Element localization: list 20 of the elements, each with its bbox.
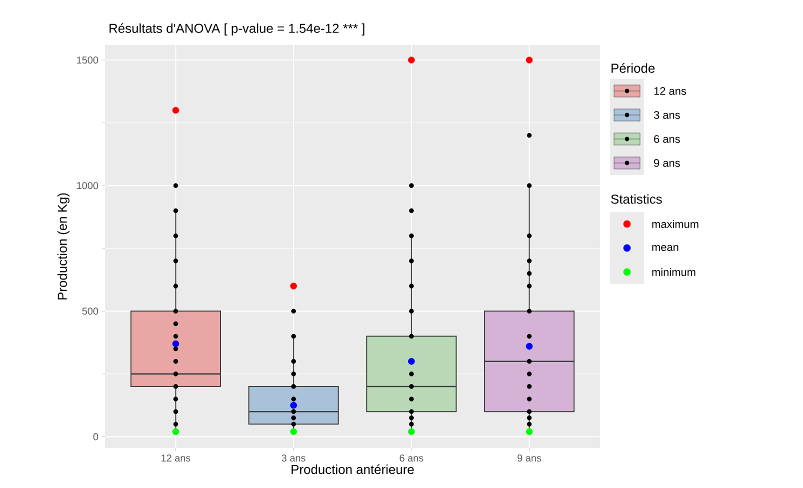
legend-title: Période — [612, 63, 655, 73]
category-label: 3 ans — [654, 111, 680, 119]
x-axis-title: Production antérieure — [292, 464, 414, 474]
category-label: 12 ans — [654, 87, 686, 95]
y-tick-label: 1500 — [77, 56, 98, 64]
chart-title: Résultats d'ANOVA [ p-value = 1.54e-12 *** ] — [110, 23, 364, 36]
x-tick-label: 6 ans — [400, 454, 424, 462]
y-tick-label: 500 — [82, 308, 98, 315]
legend-label: maximum — [652, 220, 698, 228]
legend-label: mean — [652, 245, 678, 251]
x-tick-label: 12 ans — [162, 454, 190, 462]
y-tick-label: 0 — [93, 433, 98, 440]
x-tick-label: 9 ans — [518, 454, 542, 462]
category-label: 9 ans — [654, 159, 680, 167]
text: Statistics — [611, 194, 662, 204]
x-tick-label: 3 ans — [282, 454, 306, 462]
y-tick-label: 1000 — [77, 182, 98, 190]
category-label: 6 ans — [654, 135, 680, 143]
legend-label: minimum — [652, 268, 696, 276]
y-axis-title: Production (en Kg) — [57, 193, 70, 300]
